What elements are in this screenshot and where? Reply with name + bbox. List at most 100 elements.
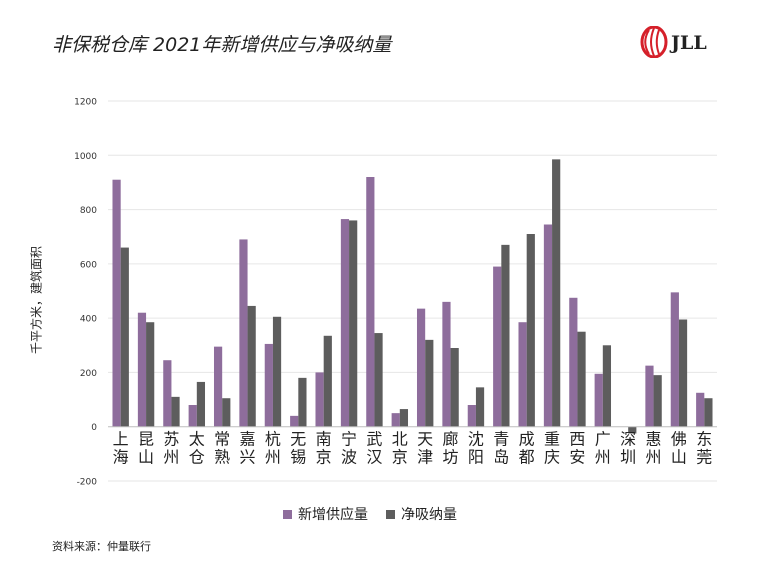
bar-supply [645, 365, 654, 427]
bar-absorption [222, 398, 231, 427]
legend: 新增供应量 净吸纳量 [283, 504, 475, 524]
bar-supply [416, 308, 426, 427]
bar-absorption [526, 234, 535, 427]
jll-logo-text: JLL [671, 32, 707, 54]
x-tick-label-char: 山 [671, 448, 687, 467]
chart-title: 非保税仓库 2021年新增供应与净吸纳量 [52, 34, 392, 56]
bar-absorption [475, 387, 485, 427]
bar-absorption [323, 335, 332, 427]
bar-absorption [628, 426, 637, 434]
bar-supply [315, 372, 324, 427]
x-tick-label-char: 南 [316, 430, 332, 449]
legend-swatch-absorption [386, 509, 395, 519]
x-tick-label-char: 苏 [163, 430, 179, 449]
y-tick-label: 200 [80, 369, 97, 379]
legend-swatch-supply [283, 509, 292, 519]
x-tick-label-char: 庆 [544, 448, 560, 467]
bar-supply [112, 179, 121, 427]
bar-supply [594, 373, 603, 427]
x-tick-label-char: 圳 [620, 448, 636, 467]
bar-supply [442, 301, 451, 427]
bar-supply [493, 266, 502, 427]
x-tick-label-char: 东 [696, 430, 712, 449]
x-tick-label-char: 波 [341, 448, 357, 467]
bar-absorption [552, 159, 561, 427]
x-tick-label-char: 阳 [468, 448, 484, 467]
x-tick-label-char: 青 [493, 430, 509, 449]
x-tick-label-char: 嘉 [240, 430, 256, 449]
x-tick-label-char: 都 [519, 448, 535, 467]
x-tick-label-char: 莞 [696, 448, 712, 467]
x-tick-label-char: 汉 [366, 448, 382, 467]
x-tick-label-char: 熟 [214, 448, 230, 467]
bar-supply [213, 346, 223, 427]
x-tick-label-char: 沈 [468, 430, 484, 449]
y-tick-label: 800 [80, 206, 97, 216]
x-tick-label-char: 岛 [493, 448, 509, 467]
x-tick-label-char: 天 [417, 430, 433, 449]
x-tick-label-char: 广 [595, 430, 611, 449]
legend-label-supply: 新增供应量 [298, 507, 368, 523]
x-tick-label-char: 京 [392, 448, 408, 467]
x-tick-label-char: 州 [265, 448, 281, 467]
legend-label-absorption: 净吸纳量 [401, 507, 457, 523]
x-tick-label-char: 京 [316, 448, 332, 467]
x-tick-label-char: 坊 [443, 448, 459, 467]
bar-absorption [349, 220, 358, 427]
source-note: 资料来源：仲量联行 [52, 540, 151, 553]
bar-supply [163, 360, 172, 427]
y-tick-label: 0 [91, 423, 97, 433]
bar-supply [518, 322, 527, 427]
bar-supply [670, 292, 679, 427]
x-tick-label-char: 海 [113, 448, 129, 467]
bar-absorption [298, 377, 307, 427]
bar-absorption [678, 319, 688, 427]
bar-absorption [602, 345, 612, 427]
bar-supply [137, 312, 147, 427]
bar-absorption [704, 398, 713, 427]
x-tick-label-char: 佛 [671, 430, 687, 449]
x-tick-label-char: 廊 [443, 430, 459, 449]
y-tick-label: 600 [80, 260, 97, 270]
bar-supply [239, 239, 248, 427]
bar-supply [340, 219, 350, 427]
x-tick-label-char: 锡 [290, 448, 306, 467]
bar-absorption [374, 333, 383, 427]
x-tick-label-char: 州 [595, 448, 611, 467]
x-tick-label-char: 无 [290, 430, 306, 449]
bar-absorption [120, 247, 129, 427]
bar-supply [543, 224, 553, 427]
x-tick-label-char: 安 [569, 448, 585, 467]
x-tick-label-char: 山 [138, 448, 154, 467]
y-tick-label: 400 [80, 315, 97, 325]
x-tick-label-char: 西 [569, 430, 585, 449]
bar-supply [569, 297, 578, 427]
bar-absorption [272, 316, 282, 427]
bar-chart: -200020040060080010001200上海昆山苏州太仓常熟嘉兴杭州无… [74, 98, 717, 488]
bar-supply [696, 392, 705, 427]
bar-absorption [399, 409, 409, 427]
bar-supply [264, 343, 273, 427]
jll-logo-mark-icon [640, 25, 668, 59]
y-tick-label: 1200 [74, 98, 97, 108]
bar-absorption [653, 375, 662, 427]
x-tick-label-char: 仓 [189, 448, 205, 467]
x-tick-label-char: 常 [214, 430, 230, 449]
bar-supply [467, 405, 476, 427]
x-tick-label-char: 成 [519, 430, 535, 449]
bar-absorption [425, 339, 434, 427]
x-tick-label-char: 津 [417, 448, 433, 467]
bar-absorption [247, 305, 256, 427]
x-tick-label-char: 州 [646, 448, 662, 467]
bar-absorption [577, 331, 586, 427]
x-tick-label-char: 昆 [138, 430, 154, 449]
x-tick-label-char: 太 [189, 430, 205, 449]
bar-absorption [196, 381, 206, 427]
bar-supply [188, 405, 197, 427]
bar-absorption [171, 396, 180, 427]
y-tick-label: 1000 [74, 152, 97, 162]
jll-logo: JLL [640, 25, 740, 60]
x-tick-label-char: 惠 [646, 430, 662, 449]
bar-supply [290, 415, 299, 427]
bar-supply [366, 177, 375, 427]
